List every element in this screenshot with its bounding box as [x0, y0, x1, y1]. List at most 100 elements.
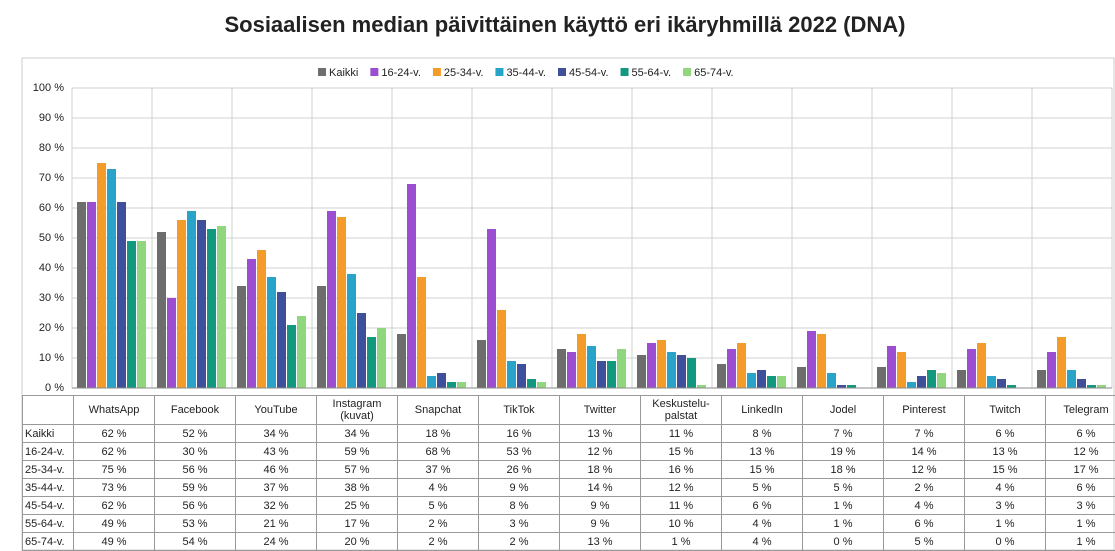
bar: [197, 220, 206, 388]
bar: [117, 202, 126, 388]
table-cell: 32 %: [235, 496, 317, 515]
bar: [1047, 352, 1056, 388]
table-cell: 6 %: [964, 424, 1046, 443]
table-cell: 4 %: [721, 532, 803, 551]
table-cell: 17 %: [1045, 460, 1115, 479]
y-tick-label: 40 %: [39, 262, 64, 274]
table-cell: 7 %: [802, 424, 884, 443]
table-cell: 5 %: [721, 478, 803, 497]
bar: [977, 343, 986, 388]
y-tick-label: 80 %: [39, 142, 64, 154]
table-cell: 75 %: [73, 460, 155, 479]
legend-swatch: [495, 68, 504, 76]
bar: [217, 226, 226, 388]
table-cell: Keskustelu-palstat: [640, 395, 722, 425]
legend-swatch: [432, 68, 441, 76]
table-cell: 6 %: [1045, 424, 1115, 443]
table-cell: 57 %: [316, 460, 398, 479]
bar: [747, 373, 756, 388]
table-cell: LinkedIn: [721, 395, 803, 425]
bar: [87, 202, 96, 388]
legend-swatch: [370, 68, 379, 76]
table-cell: 4 %: [883, 496, 965, 515]
table-cell: TikTok: [478, 395, 560, 425]
bar: [1087, 385, 1096, 388]
y-tick-label: 90 %: [39, 112, 64, 124]
bar: [797, 367, 806, 388]
bar: [77, 202, 86, 388]
table-cell: 4 %: [397, 478, 479, 497]
table-cell: 9 %: [478, 478, 560, 497]
table-row: Kaikki 62 % 52 % 34 % 34 % 18 % 16 % 13 % 11 % 8 …: [22, 424, 1115, 443]
table-cell: 2 %: [397, 532, 479, 551]
table-cell: 6 %: [1045, 478, 1115, 497]
bar: [557, 349, 566, 388]
bar: [97, 163, 106, 388]
table-cell: 38 %: [316, 478, 398, 497]
table-cell: 9 %: [559, 514, 641, 533]
bar: [807, 331, 816, 388]
chart-title: Sosiaalisen median päivittäinen käyttö e…: [224, 12, 905, 37]
bar: [177, 220, 186, 388]
table-cell: 3 %: [1045, 496, 1115, 515]
legend-swatch: [318, 68, 326, 76]
legend-swatch: [557, 68, 566, 76]
table-cell: 11 %: [640, 424, 722, 443]
bar: [537, 382, 546, 388]
bar: [937, 373, 946, 388]
table-cell: [22, 395, 74, 425]
table-cell: 6 %: [721, 496, 803, 515]
bar: [777, 376, 786, 388]
table-cell: 37 %: [235, 478, 317, 497]
table-cell: 65-74-v.: [22, 532, 74, 551]
table-cell: 13 %: [964, 442, 1046, 461]
bar: [887, 346, 896, 388]
y-tick-label: 60 %: [39, 202, 64, 214]
table-row: 65-74-v. 49 % 54 % 24 % 20 % 2 % 2 % 13 % 1 % 4 %…: [22, 532, 1115, 551]
table-cell: Telegram: [1045, 395, 1115, 425]
bar: [187, 211, 196, 388]
bar: [757, 370, 766, 388]
legend-label: 55-64-v.: [632, 67, 672, 79]
bar: [1097, 385, 1106, 388]
bar: [827, 373, 836, 388]
bar: [337, 217, 346, 388]
bar: [607, 361, 616, 388]
bar: [237, 286, 246, 388]
table-cell: Pinterest: [883, 395, 965, 425]
bar: [907, 382, 916, 388]
bar: [837, 385, 846, 388]
bar: [367, 337, 376, 388]
table-cell: Jodel: [802, 395, 884, 425]
bar: [487, 229, 496, 388]
table-cell: 55-64-v.: [22, 514, 74, 533]
table-cell: 53 %: [154, 514, 236, 533]
table-cell: 8 %: [478, 496, 560, 515]
legend-label: 16-24-v.: [381, 67, 421, 79]
legend-label: 25-34-v.: [444, 67, 484, 79]
table-cell: 14 %: [559, 478, 641, 497]
legend-label: 45-54-v.: [569, 67, 609, 79]
bar: [247, 259, 256, 388]
bar: [717, 364, 726, 388]
table-cell: 56 %: [154, 460, 236, 479]
bar: [697, 385, 706, 388]
bar: [447, 382, 456, 388]
table-cell: 7 %: [883, 424, 965, 443]
table-cell: 18 %: [397, 424, 479, 443]
bar: [687, 358, 696, 388]
bar: [427, 376, 436, 388]
bar: [127, 241, 136, 388]
table-cell: 18 %: [802, 460, 884, 479]
bar: [347, 274, 356, 388]
table-cell: Kaikki: [22, 424, 74, 443]
y-tick-label: 100 %: [33, 82, 64, 94]
bar: [677, 355, 686, 388]
table-cell: 0 %: [802, 532, 884, 551]
table-cell: 12 %: [559, 442, 641, 461]
bar: [1007, 385, 1016, 388]
table-cell: 1 %: [802, 496, 884, 515]
table-cell: 26 %: [478, 460, 560, 479]
table-cell: 25-34-v.: [22, 460, 74, 479]
table-cell: 2 %: [883, 478, 965, 497]
